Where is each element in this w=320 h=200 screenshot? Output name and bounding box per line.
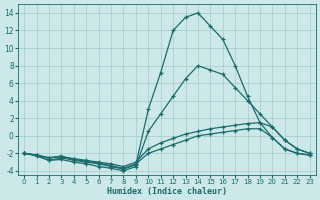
X-axis label: Humidex (Indice chaleur): Humidex (Indice chaleur) <box>107 187 227 196</box>
